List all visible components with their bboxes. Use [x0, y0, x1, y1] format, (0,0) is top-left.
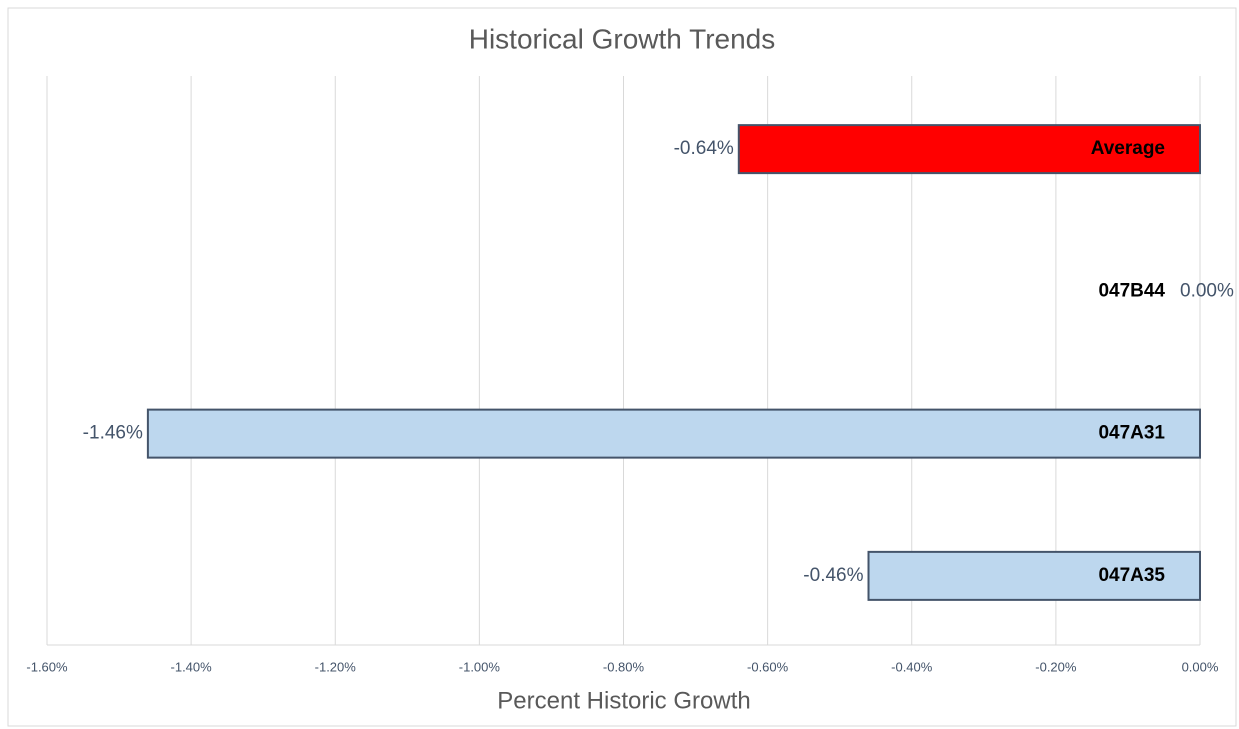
value-label: 0.00% [1180, 280, 1234, 301]
chart-frame [7, 7, 1237, 727]
x-tick-label: -1.00% [459, 659, 501, 674]
bar [146, 408, 1202, 459]
x-tick-label: -0.80% [603, 659, 645, 674]
category-label: 047B44 [1098, 280, 1165, 301]
x-tick-label: -1.40% [171, 659, 213, 674]
value-label: -1.46% [83, 423, 143, 444]
category-label: 047A35 [1098, 565, 1165, 586]
x-tick-label: -1.20% [315, 659, 357, 674]
x-tick-label: -0.40% [891, 659, 933, 674]
category-label: Average [1091, 138, 1165, 159]
x-axis-title: Percent Historic Growth [497, 687, 750, 714]
value-label: -0.46% [803, 565, 863, 586]
x-tick-label: -0.20% [1035, 659, 1077, 674]
x-tick-label: -1.60% [26, 659, 68, 674]
bar [737, 124, 1201, 175]
bar [867, 550, 1201, 601]
value-label: -0.64% [674, 138, 734, 159]
x-tick-label: 0.00% [1182, 659, 1219, 674]
chart-title: Historical Growth Trends [469, 23, 776, 54]
x-tick-label: -0.60% [747, 659, 789, 674]
category-label: 047A31 [1098, 423, 1165, 444]
